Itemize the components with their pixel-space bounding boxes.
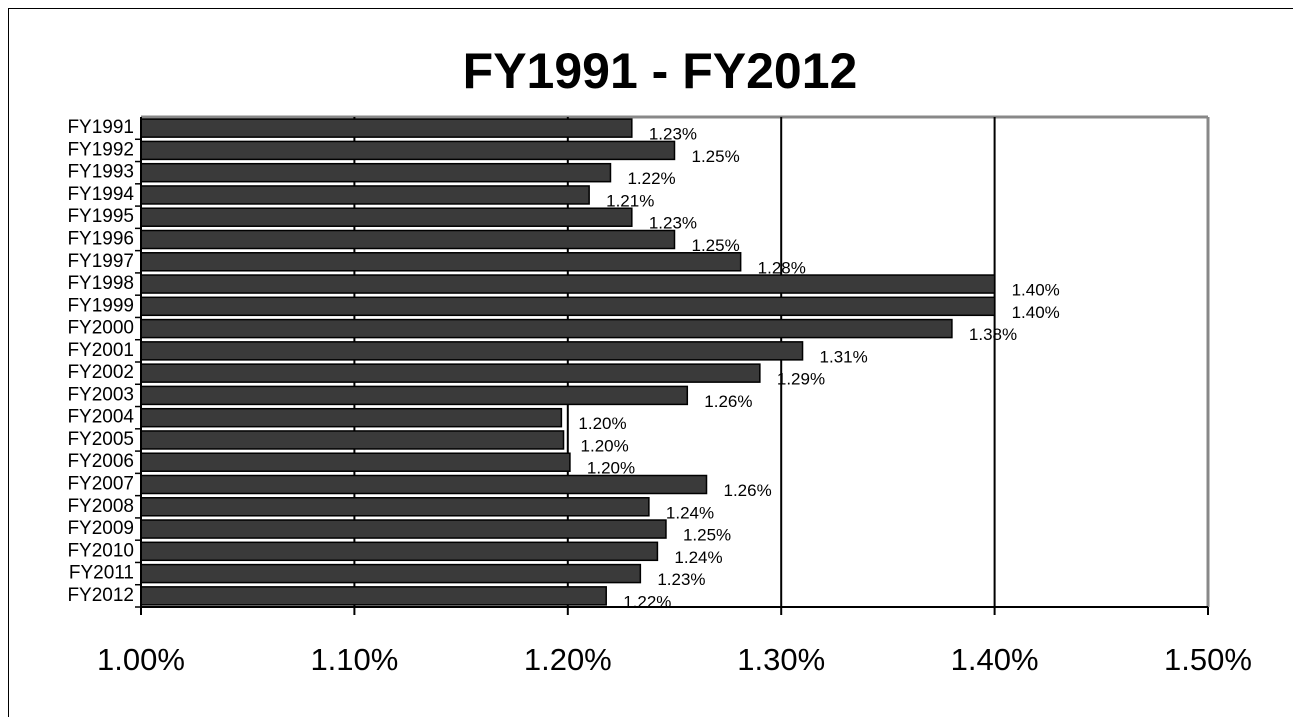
bar: [140, 207, 633, 227]
bar: [140, 497, 650, 517]
x-tick-label: 1.10%: [310, 642, 398, 677]
value-label: 1.38%: [969, 325, 1017, 344]
value-label: 1.26%: [724, 481, 772, 500]
value-label: 1.23%: [657, 570, 705, 589]
y-tick-label: FY1991: [67, 117, 134, 138]
y-tick-label: FY2012: [67, 585, 134, 606]
y-tick-label: FY1996: [67, 229, 134, 250]
y-tick-label: FY1992: [67, 139, 134, 160]
y-tick-label: FY2009: [67, 518, 134, 539]
bar: [140, 140, 676, 161]
x-tick-label: 1.50%: [1164, 642, 1252, 677]
value-label: 1.21%: [606, 191, 654, 210]
bar: [140, 252, 742, 272]
bar: [140, 563, 642, 584]
bar: [140, 541, 659, 562]
x-tick-label: 1.00%: [97, 642, 185, 677]
y-tick-label: FY2003: [67, 384, 134, 405]
y-tick-label: FY1995: [67, 206, 134, 227]
value-label: 1.22%: [623, 592, 671, 611]
value-label: 1.24%: [674, 548, 722, 567]
value-label: 1.23%: [649, 214, 697, 233]
bar: [140, 407, 563, 428]
y-tick-label: FY2006: [67, 451, 134, 472]
y-tick-label: FY1997: [67, 251, 134, 272]
bar: [140, 185, 590, 205]
value-label: 1.31%: [820, 347, 868, 366]
value-label: 1.24%: [666, 503, 714, 522]
bar: [140, 519, 667, 539]
bar: [140, 229, 676, 250]
value-label: 1.20%: [578, 414, 626, 433]
bar: [140, 452, 571, 472]
chart-title: FY1991 - FY2012: [463, 43, 858, 99]
y-tick-label: FY2007: [67, 474, 134, 495]
bar: [140, 363, 761, 383]
value-label: 1.25%: [692, 236, 740, 255]
value-label: 1.23%: [649, 125, 697, 144]
y-tick-label: FY2011: [69, 563, 134, 584]
y-tick-label: FY2004: [67, 407, 134, 428]
y-tick-label: FY2008: [67, 496, 134, 517]
value-label: 1.25%: [683, 526, 731, 545]
bar: [140, 341, 804, 361]
bar: [140, 274, 996, 294]
bar: [140, 118, 633, 138]
value-label: 1.26%: [704, 392, 752, 411]
y-tick-label: FY2005: [67, 429, 134, 450]
bar: [140, 586, 607, 606]
y-tick-label: FY2010: [67, 540, 134, 561]
y-tick-label: FY1993: [67, 162, 134, 183]
value-label: 1.40%: [1012, 303, 1060, 322]
bar: [140, 474, 708, 495]
y-tick-label: FY2000: [67, 318, 134, 339]
value-label: 1.20%: [581, 436, 629, 455]
value-label: 1.40%: [1012, 281, 1060, 300]
y-tick-label: FY1998: [67, 273, 134, 294]
value-label: 1.28%: [758, 258, 806, 277]
x-tick-label: 1.20%: [524, 642, 612, 677]
y-tick-label: FY2002: [67, 362, 134, 383]
bar: [140, 430, 565, 450]
bar: [140, 296, 996, 317]
value-label: 1.25%: [692, 147, 740, 166]
x-tick-label: 1.30%: [737, 642, 825, 677]
bar: [140, 385, 689, 406]
bar: [140, 162, 612, 183]
value-label: 1.20%: [587, 459, 635, 478]
y-tick-label: FY1999: [67, 295, 134, 316]
bar: [140, 318, 953, 339]
y-tick-label: FY1994: [67, 184, 134, 205]
y-tick-label: FY2001: [67, 340, 134, 361]
value-label: 1.22%: [627, 169, 675, 188]
value-label: 1.29%: [777, 370, 825, 389]
x-tick-label: 1.40%: [951, 642, 1039, 677]
